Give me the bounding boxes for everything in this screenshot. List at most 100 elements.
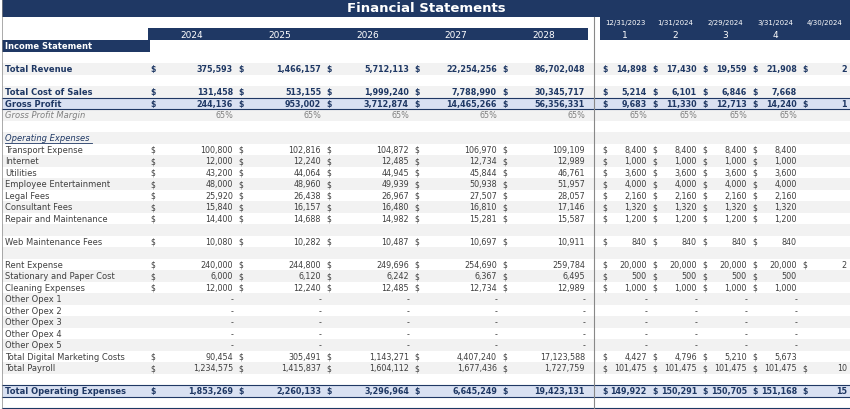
Text: 1,000: 1,000 [675, 157, 697, 166]
Text: $: $ [150, 145, 155, 154]
Text: 48,000: 48,000 [206, 180, 233, 189]
Text: 1,466,157: 1,466,157 [276, 65, 321, 74]
Text: 1,000: 1,000 [675, 283, 697, 292]
Text: -: - [318, 340, 321, 349]
Text: $: $ [702, 363, 707, 372]
Text: $: $ [502, 237, 507, 246]
Text: $: $ [702, 191, 707, 200]
Text: $: $ [150, 363, 155, 372]
Text: $: $ [752, 157, 756, 166]
Text: $: $ [150, 272, 155, 281]
Text: $: $ [702, 203, 707, 212]
Text: 104,872: 104,872 [377, 145, 409, 154]
Text: 4,407,240: 4,407,240 [457, 352, 497, 361]
Text: $: $ [652, 203, 657, 212]
Text: $: $ [752, 272, 756, 281]
Text: $: $ [652, 363, 657, 372]
Text: Other Opex 4: Other Opex 4 [5, 329, 62, 338]
Text: 20,000: 20,000 [719, 260, 747, 269]
Text: 8,400: 8,400 [724, 145, 747, 154]
Text: $: $ [702, 272, 707, 281]
Text: 513,155: 513,155 [285, 88, 321, 97]
Text: 9,683: 9,683 [621, 99, 647, 108]
Text: $: $ [414, 180, 419, 189]
Text: 4,796: 4,796 [674, 352, 697, 361]
Text: $: $ [602, 145, 607, 154]
Text: -: - [582, 306, 585, 315]
Bar [600, 29, 850, 41]
Text: $: $ [502, 169, 507, 178]
Text: $: $ [602, 169, 607, 178]
Text: 840: 840 [632, 237, 647, 246]
Text: -: - [694, 340, 697, 349]
Text: 1,143,271: 1,143,271 [369, 352, 409, 361]
Text: 17,146: 17,146 [558, 203, 585, 212]
Text: 1,200: 1,200 [724, 214, 747, 223]
Text: 1: 1 [622, 30, 628, 39]
Text: 6,846: 6,846 [722, 88, 747, 97]
Text: -: - [582, 317, 585, 326]
Text: $: $ [752, 65, 757, 74]
Text: -: - [794, 329, 797, 338]
Text: 12,734: 12,734 [469, 283, 497, 292]
Text: $: $ [414, 65, 419, 74]
Text: $: $ [150, 191, 155, 200]
Text: $: $ [602, 272, 607, 281]
Text: 10,487: 10,487 [382, 237, 409, 246]
Text: 19,559: 19,559 [717, 65, 747, 74]
Text: $: $ [238, 272, 243, 281]
Text: $: $ [802, 65, 808, 74]
Text: $: $ [752, 214, 756, 223]
Text: 65%: 65% [567, 111, 585, 120]
Text: $: $ [414, 260, 419, 269]
Text: Repair and Maintenance: Repair and Maintenance [5, 214, 108, 223]
Text: Total Payroll: Total Payroll [5, 363, 55, 372]
Text: 4,000: 4,000 [724, 180, 747, 189]
Bar [2, 144, 850, 155]
Text: -: - [406, 294, 409, 303]
Text: -: - [744, 329, 747, 338]
Text: 8,400: 8,400 [774, 145, 797, 154]
Text: Gross Profit: Gross Profit [5, 99, 61, 108]
Text: 305,491: 305,491 [288, 352, 321, 361]
Text: $: $ [238, 99, 243, 108]
Text: $: $ [702, 145, 707, 154]
Text: -: - [230, 340, 233, 349]
Text: $: $ [326, 88, 332, 97]
Text: Operating Expenses: Operating Expenses [5, 134, 89, 143]
Text: 2,160: 2,160 [774, 191, 797, 200]
Text: $: $ [502, 65, 507, 74]
Bar [2, 0, 850, 18]
Bar [2, 110, 850, 121]
Text: $: $ [802, 387, 808, 395]
Text: $: $ [602, 203, 607, 212]
Text: $: $ [150, 180, 155, 189]
Bar [2, 179, 850, 190]
Text: 65%: 65% [391, 111, 409, 120]
Text: $: $ [652, 65, 657, 74]
Text: $: $ [702, 65, 707, 74]
Text: Employee Entertainment: Employee Entertainment [5, 180, 110, 189]
Text: 2026: 2026 [357, 30, 379, 39]
Text: $: $ [150, 169, 155, 178]
Text: 840: 840 [782, 237, 797, 246]
Text: $: $ [652, 191, 657, 200]
Text: 26,438: 26,438 [293, 191, 321, 200]
Text: 244,800: 244,800 [288, 260, 321, 269]
Text: -: - [318, 329, 321, 338]
Text: $: $ [652, 145, 657, 154]
Text: $: $ [752, 283, 756, 292]
Text: $: $ [602, 65, 608, 74]
Text: Gross Profit Margin: Gross Profit Margin [5, 111, 85, 120]
Bar [2, 385, 850, 397]
Text: 1,320: 1,320 [774, 203, 797, 212]
Text: 12,989: 12,989 [558, 157, 585, 166]
Text: $: $ [238, 203, 243, 212]
Text: 16,480: 16,480 [382, 203, 409, 212]
Text: 5,673: 5,673 [774, 352, 797, 361]
Text: -: - [644, 294, 647, 303]
Text: $: $ [238, 169, 243, 178]
Text: $: $ [238, 214, 243, 223]
Text: Other Opex 2: Other Opex 2 [5, 306, 62, 315]
Text: 16,157: 16,157 [293, 203, 321, 212]
